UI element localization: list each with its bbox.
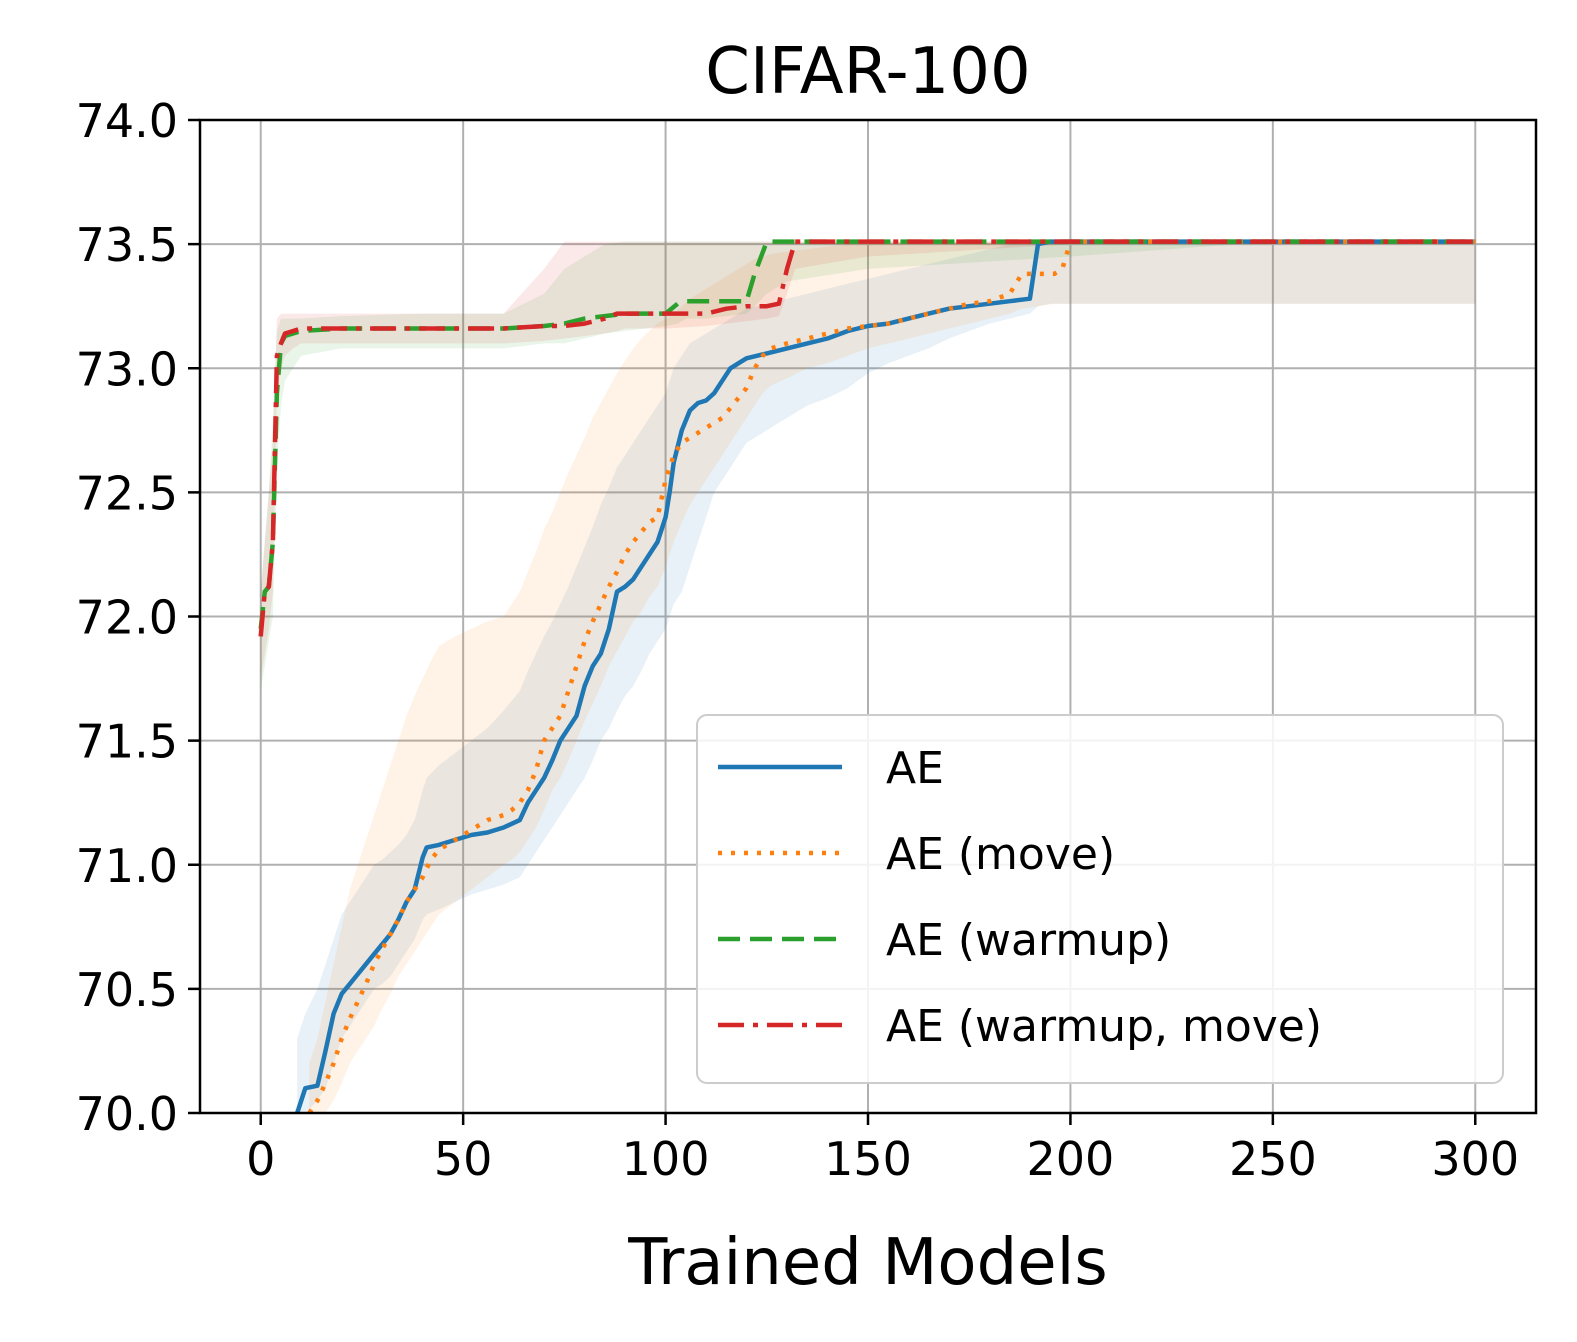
- series-lines: [258, 239, 1476, 1113]
- y-tick-label: 70.0: [76, 1087, 178, 1141]
- y-tick-label: 71.5: [76, 715, 178, 769]
- confidence-band: [297, 241, 1476, 1113]
- legend-label: AE (warmup): [886, 915, 1171, 966]
- y-tick-label: 72.0: [76, 591, 178, 645]
- legend-box: [696, 714, 1504, 1084]
- series-line: [258, 239, 1476, 630]
- legend-label: AE (move): [886, 829, 1115, 880]
- y-tick-label: 73.0: [76, 342, 178, 396]
- x-tick-label: 100: [622, 1132, 710, 1186]
- x-axis-label: Trained Models: [627, 1226, 1107, 1300]
- y-tick-label: 74.0: [76, 94, 178, 148]
- y-tick-label: 72.5: [76, 466, 178, 520]
- y-tick-label: 73.5: [76, 218, 178, 272]
- chart-title: CIFAR-100: [705, 35, 1030, 109]
- x-tick-label: 300: [1431, 1132, 1519, 1186]
- legend-label: AE (warmup, move): [886, 1001, 1322, 1052]
- x-tick-label: 150: [824, 1132, 912, 1186]
- series-line: [295, 239, 1476, 1113]
- x-tick-label: 250: [1229, 1132, 1317, 1186]
- series-line: [258, 239, 1476, 637]
- legend-label: AE: [886, 743, 944, 794]
- y-tick-label: 70.5: [76, 963, 178, 1017]
- grid: [200, 119, 1536, 1114]
- confidence-bands: [260, 241, 1476, 1113]
- y-tick-label: 71.0: [76, 839, 178, 893]
- x-tick-label: 200: [1027, 1132, 1115, 1186]
- x-tick-label: 50: [434, 1132, 493, 1186]
- x-tick-label: 0: [246, 1132, 275, 1186]
- axis-ticks: 0 50 100 150 200 250 300 70.0 70.5 71.0 71.5 72.0 72…: [76, 94, 1520, 1186]
- confidence-band: [309, 241, 1476, 1113]
- legend: AE AE (move) AE (warmup) AE (warmup, move): [696, 714, 1504, 1084]
